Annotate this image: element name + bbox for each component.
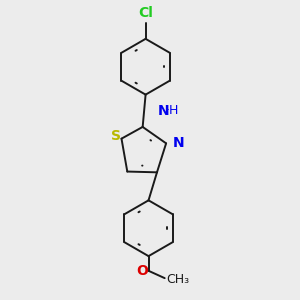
Text: S: S	[111, 129, 121, 143]
Text: N: N	[157, 104, 169, 118]
Text: ·H: ·H	[166, 104, 179, 117]
Text: O: O	[136, 264, 148, 278]
Text: Cl: Cl	[138, 6, 153, 20]
Text: N: N	[172, 136, 184, 150]
Text: CH₃: CH₃	[167, 273, 190, 286]
